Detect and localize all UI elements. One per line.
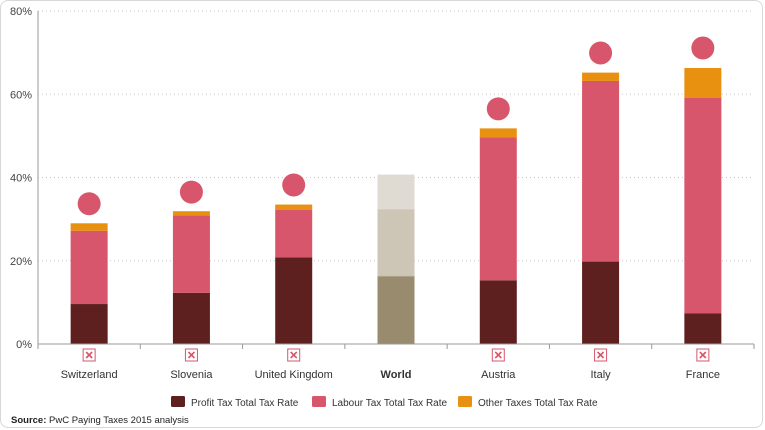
bar-segment [377, 174, 415, 210]
total-rate-marker [691, 36, 715, 60]
bars [70, 68, 722, 344]
legend-item: Other Taxes Total Tax Rate [458, 396, 598, 409]
y-axis: 0% 20% 40% 60% 80% [10, 6, 39, 351]
bar-segment [275, 204, 313, 210]
bar-segment [582, 72, 620, 81]
icon-stroke [290, 351, 298, 359]
bar-segment [684, 97, 722, 314]
bar-segment [582, 80, 620, 262]
bar-segment [172, 215, 210, 293]
x-tick-label: United Kingdom [255, 369, 333, 381]
icon-stroke [494, 351, 502, 359]
source-text: PwC Paying Taxes 2015 analysis [46, 415, 189, 426]
y-tick-label: 60% [10, 89, 32, 101]
x-tick-label: Italy [590, 369, 611, 381]
total-rate-marker [486, 97, 510, 121]
source-note: Source: PwC Paying Taxes 2015 analysis [11, 415, 189, 426]
bar-segment [377, 276, 415, 344]
total-rate-marker [77, 192, 101, 216]
x-axis: Switzerland Slovenia United Kingdom World Au… [37, 343, 755, 381]
total-rate-markers [77, 36, 715, 216]
y-tick-label: 0% [16, 339, 32, 351]
x-box-icon [594, 348, 608, 362]
icon-stroke [597, 351, 605, 359]
legend: Profit Tax Total Tax Rate Labour Tax Tota… [171, 396, 598, 409]
icon-stroke [699, 351, 707, 359]
legend-item: Labour Tax Total Tax Rate [312, 396, 448, 409]
bar-segment [479, 280, 517, 344]
icon-stroke [85, 351, 93, 359]
source-label: Source: [11, 415, 47, 426]
bar-segment [582, 261, 620, 344]
legend-swatch [312, 396, 326, 407]
legend-item: Profit Tax Total Tax Rate [171, 396, 299, 409]
bar-segment [172, 292, 210, 344]
y-tick-label: 40% [10, 173, 32, 185]
bar-segment [70, 304, 108, 344]
bar-segment [684, 68, 722, 98]
total-rate-marker [282, 173, 306, 197]
x-tick-label: Austria [481, 369, 516, 381]
x-tick-label: Slovenia [170, 369, 213, 381]
bar-segment [479, 137, 517, 281]
total-rate-marker [589, 41, 613, 65]
legend-swatch [458, 396, 472, 407]
y-tick-label: 20% [10, 256, 32, 268]
bar-segment [172, 211, 210, 216]
x-box-icon [82, 348, 96, 362]
bar-segment [275, 209, 313, 258]
x-tick-label: World [381, 369, 412, 381]
bar-segment [275, 257, 313, 344]
legend-label: Labour Tax Total Tax Rate [332, 398, 448, 409]
legend-label: Other Taxes Total Tax Rate [478, 398, 598, 409]
x-tick-label: France [686, 369, 720, 381]
bar-segment [479, 128, 517, 138]
x-box-icon [287, 348, 301, 362]
bar-segment [377, 209, 415, 277]
total-rate-marker [179, 180, 203, 204]
x-box-icon [184, 348, 198, 362]
gridlines [38, 10, 754, 262]
y-tick-label: 80% [10, 6, 32, 18]
bar-segment [684, 313, 722, 344]
icon-stroke [187, 351, 195, 359]
x-tick-label: Switzerland [61, 369, 118, 381]
legend-label: Profit Tax Total Tax Rate [191, 398, 299, 409]
x-box-icon [491, 348, 505, 362]
legend-swatch [171, 396, 185, 407]
bar-segment [70, 230, 108, 305]
bar-segment [70, 223, 108, 231]
x-box-icon [696, 348, 710, 362]
